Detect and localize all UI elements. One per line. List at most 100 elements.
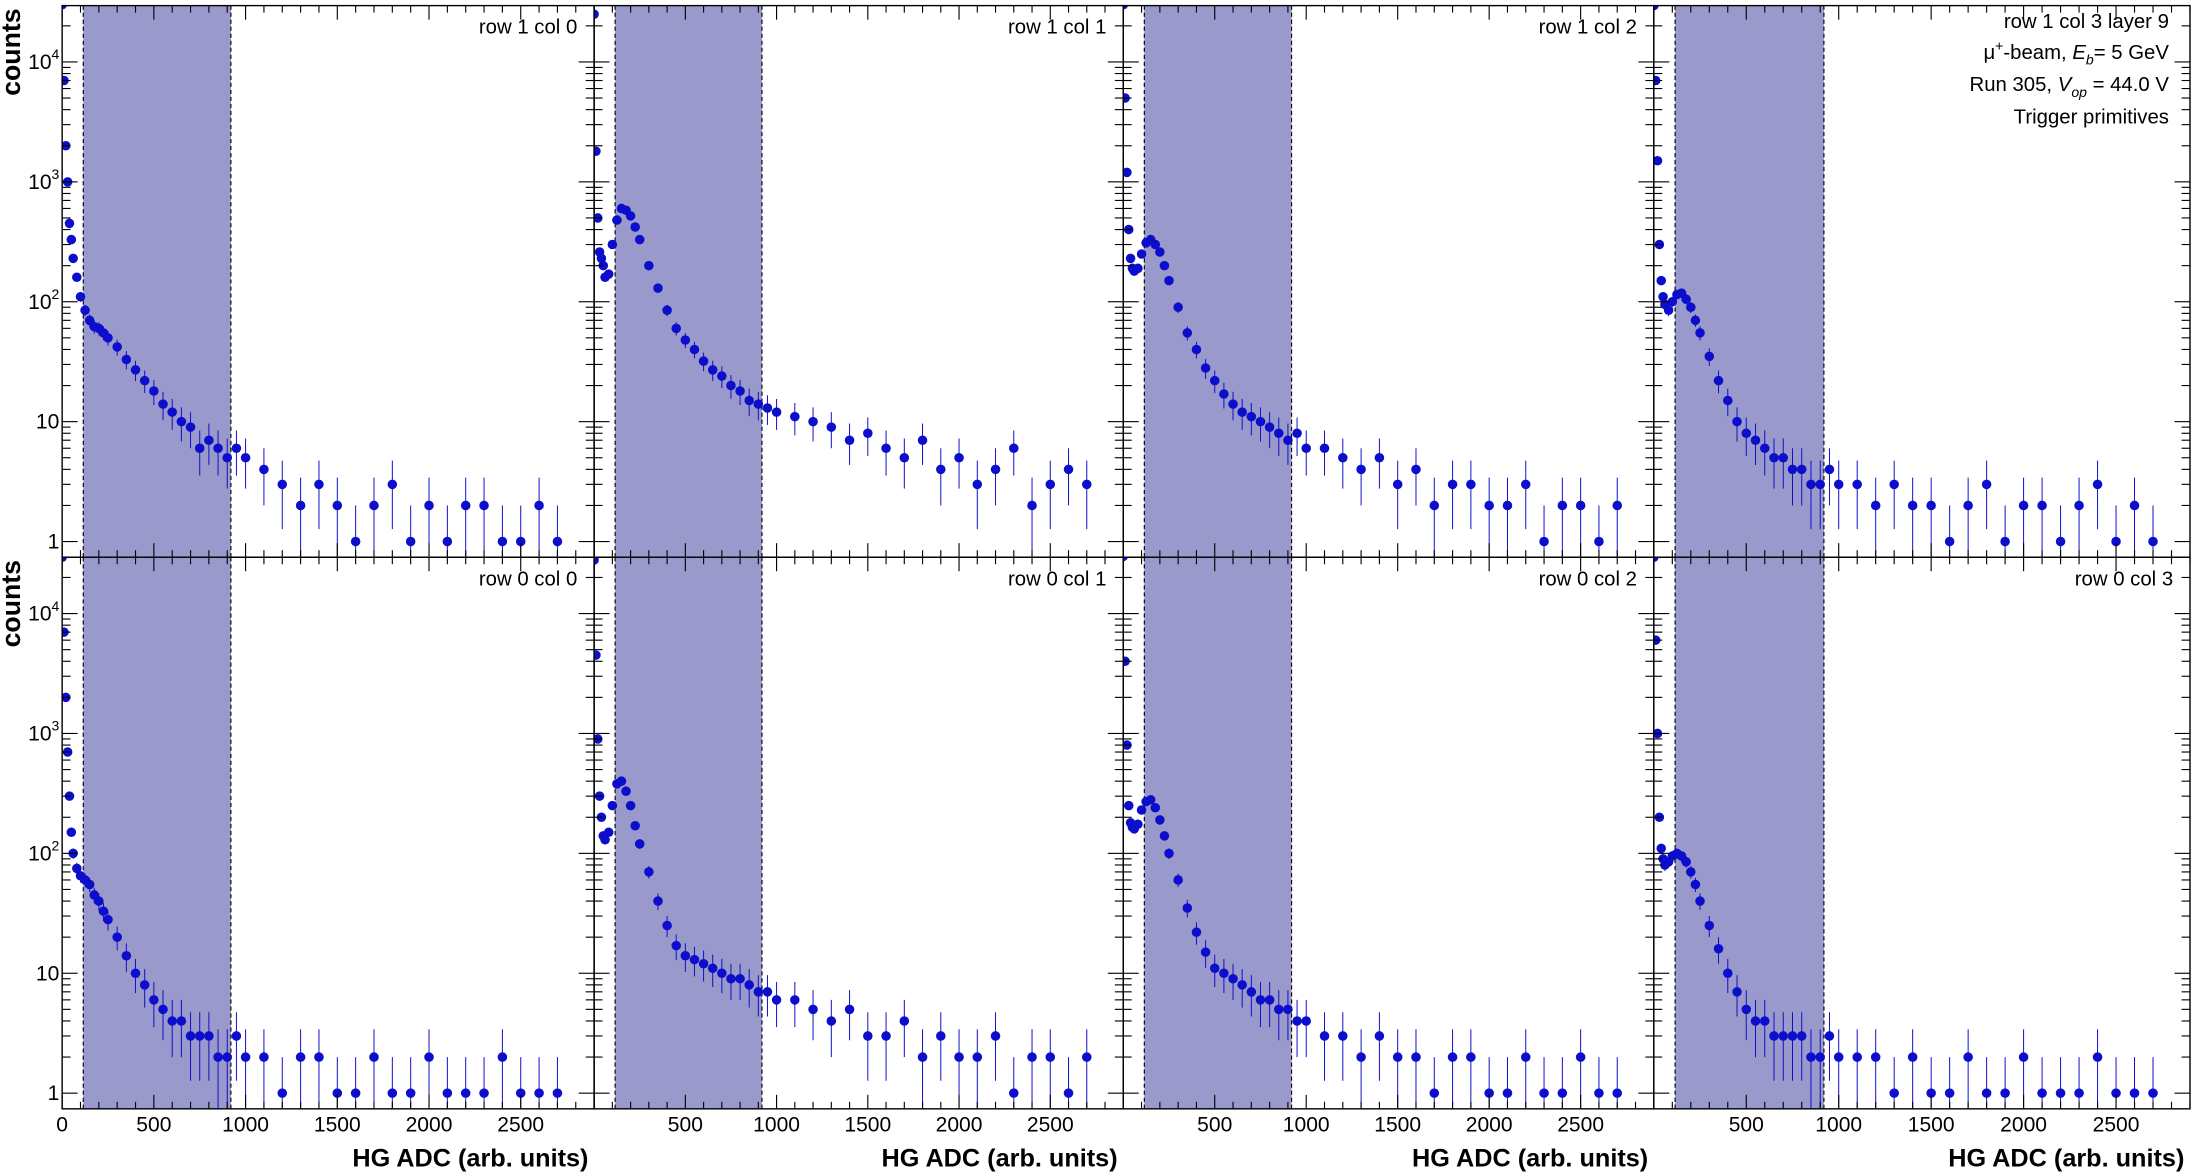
data-point xyxy=(1870,1052,1881,1062)
data-point xyxy=(717,371,727,381)
data-point xyxy=(990,464,1001,475)
data-point xyxy=(594,557,599,565)
data-point xyxy=(1824,1031,1835,1041)
data-point xyxy=(204,435,214,445)
data-point xyxy=(1063,464,1074,475)
data-point xyxy=(84,879,95,890)
data-point xyxy=(726,380,736,391)
data-point xyxy=(2129,500,2140,511)
data-point xyxy=(277,1088,288,1098)
signal-window-shade xyxy=(1144,557,1292,1109)
data-point xyxy=(1484,1088,1494,1098)
data-point xyxy=(603,269,614,279)
data-point xyxy=(662,305,672,315)
panel-title: row 0 col 3 xyxy=(2075,568,2173,590)
data-point xyxy=(231,443,242,454)
data-point xyxy=(1663,305,1674,315)
data-point xyxy=(1045,479,1056,490)
y-tick-label: 104 xyxy=(28,46,59,74)
data-point xyxy=(954,1052,964,1062)
data-point xyxy=(2092,479,2103,490)
data-point xyxy=(442,1088,453,1098)
data-point xyxy=(1466,1052,1476,1062)
data-point xyxy=(808,416,818,427)
data-point xyxy=(72,272,82,283)
data-point xyxy=(625,800,636,811)
data-point xyxy=(630,820,640,831)
data-point xyxy=(698,356,709,366)
data-point xyxy=(72,863,82,874)
data-point xyxy=(2000,1088,2010,1098)
data-point xyxy=(1274,428,1284,439)
data-point xyxy=(1539,536,1549,547)
data-point xyxy=(1209,963,1220,974)
data-point xyxy=(762,987,773,997)
data-point xyxy=(139,980,150,990)
data-point xyxy=(1713,375,1724,386)
data-point xyxy=(1081,1052,1092,1062)
data-point xyxy=(607,239,618,250)
data-point xyxy=(1963,1052,1973,1062)
data-point xyxy=(1520,479,1531,490)
x-tick-label: 500 xyxy=(1197,1113,1232,1136)
data-point xyxy=(1815,1052,1825,1062)
data-point xyxy=(1484,500,1494,511)
data-point xyxy=(1045,1052,1056,1062)
data-point xyxy=(204,1031,214,1041)
data-point xyxy=(1750,1016,1761,1026)
data-point xyxy=(515,536,526,547)
data-point xyxy=(1926,500,1936,511)
data-point xyxy=(2037,1088,2047,1098)
data-point xyxy=(1392,1052,1403,1062)
data-point xyxy=(1750,435,1761,445)
data-point xyxy=(1690,315,1701,326)
data-point xyxy=(844,435,855,445)
data-point xyxy=(1255,416,1266,427)
data-point xyxy=(1264,422,1275,432)
data-point xyxy=(1429,1088,1440,1098)
data-point xyxy=(158,1004,168,1015)
data-point xyxy=(1963,500,1973,511)
x-tick-label: 2000 xyxy=(2000,1113,2047,1136)
data-point xyxy=(1159,260,1170,271)
signal-window-shade xyxy=(1675,557,1824,1109)
data-point xyxy=(64,218,75,229)
data-point xyxy=(424,1052,434,1062)
data-point xyxy=(671,940,681,951)
data-point xyxy=(1796,464,1807,475)
data-point xyxy=(1274,1004,1284,1015)
x-tick-label: 2000 xyxy=(936,1113,983,1136)
data-point xyxy=(899,1016,910,1026)
data-point xyxy=(1246,411,1257,422)
data-point xyxy=(917,1052,928,1062)
data-point xyxy=(121,354,132,365)
y-tick-label: 10 xyxy=(36,962,59,985)
data-point xyxy=(689,344,700,355)
info-line-4: Trigger primitives xyxy=(2014,107,2169,129)
data-point xyxy=(1392,479,1403,490)
x-axis-label: HG ADC (arb. units) xyxy=(1412,1144,1648,1172)
data-point xyxy=(1237,407,1247,417)
signal-window-shade xyxy=(83,557,231,1109)
data-point xyxy=(1150,802,1161,813)
data-point xyxy=(753,399,764,409)
data-point xyxy=(332,1088,343,1098)
data-point xyxy=(1466,479,1476,490)
panel-title: row 1 col 0 xyxy=(479,17,577,39)
data-point xyxy=(2018,500,2029,511)
data-point xyxy=(1283,435,1293,445)
data-point xyxy=(1301,443,1311,454)
data-point xyxy=(1411,1052,1421,1062)
data-point xyxy=(98,906,109,916)
data-point xyxy=(2074,1088,2084,1098)
data-point xyxy=(1824,464,1835,475)
panel-title: row 0 col 1 xyxy=(1008,568,1106,590)
data-point xyxy=(744,395,754,406)
data-point xyxy=(405,536,416,547)
data-point xyxy=(596,253,607,264)
data-point xyxy=(808,1004,818,1015)
data-point xyxy=(1852,479,1862,490)
data-point xyxy=(1658,292,1668,302)
data-point xyxy=(1981,1088,1992,1098)
